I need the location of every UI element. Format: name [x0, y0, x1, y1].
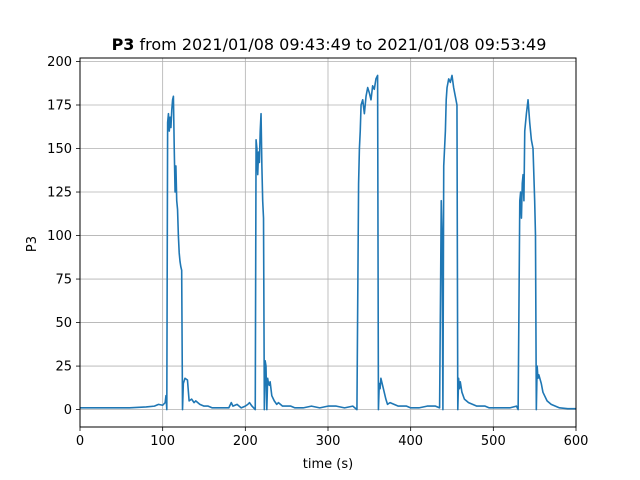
- y-tick-label: 25: [55, 360, 72, 375]
- y-tick-label: 175: [47, 98, 72, 113]
- series-line-0: [80, 74, 576, 411]
- y-tick-label: 150: [47, 142, 72, 157]
- x-tick-label: 0: [76, 434, 84, 449]
- x-axis-label: time (s): [303, 457, 353, 472]
- x-tick-label: 300: [316, 434, 341, 449]
- y-tick-label: 100: [47, 229, 72, 244]
- y-tick-label: 125: [47, 186, 72, 201]
- y-tick-label: 200: [47, 55, 72, 70]
- x-tick-label: 600: [564, 434, 589, 449]
- chart-title: P3 from 2021/01/08 09:43:49 to 2021/01/0…: [112, 35, 547, 54]
- grid: [79, 58, 577, 427]
- x-tick-label: 400: [398, 434, 423, 449]
- x-tick-label: 500: [481, 434, 506, 449]
- plot-area: [80, 74, 576, 411]
- chart-title-bold: P3: [112, 35, 135, 54]
- y-tick-label: 75: [55, 273, 72, 288]
- y-axis-label: P3: [25, 236, 40, 252]
- y-tick-label: 50: [55, 316, 72, 331]
- x-tick-label: 100: [150, 434, 175, 449]
- y-tick-label: 0: [64, 403, 72, 418]
- x-tick-label: 200: [233, 434, 258, 449]
- chart-title-rest: from 2021/01/08 09:43:49 to 2021/01/08 0…: [134, 35, 546, 54]
- ticks: 0 100 200 300 400 500 600 0 25 50 75 100 125 150 175 20…: [47, 55, 588, 449]
